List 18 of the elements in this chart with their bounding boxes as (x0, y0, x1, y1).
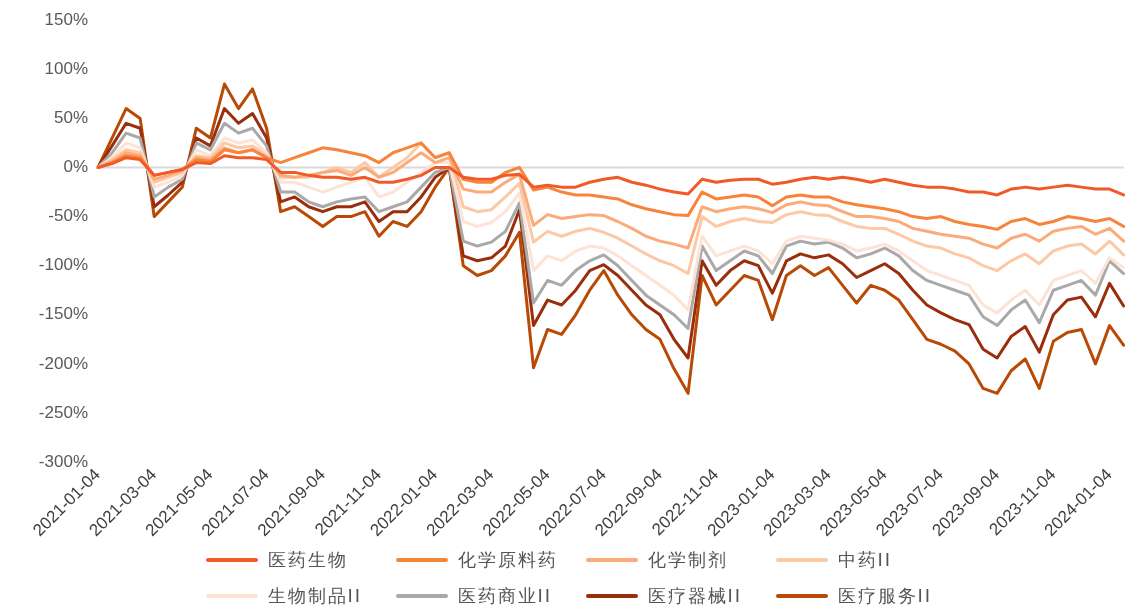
y-tick-label: 100% (44, 58, 88, 78)
legend-label: 医药商业II (457, 584, 553, 608)
y-tick-label: 0% (63, 157, 88, 177)
y-tick-label: -300% (38, 451, 88, 471)
legend-label: 医疗器械II (647, 584, 743, 608)
legend-label: 中药II (837, 548, 893, 572)
legend-label: 医疗服务II (837, 584, 933, 608)
y-tick-label: -200% (38, 353, 88, 373)
legend-label: 化学原料药 (457, 548, 558, 572)
legend-label: 生物制品II (267, 584, 363, 608)
y-tick-label: -50% (48, 206, 88, 226)
legend-label: 化学制剂 (647, 548, 728, 572)
y-tick-label: -100% (38, 255, 88, 275)
legend-label: 医药生物 (267, 548, 348, 572)
y-tick-label: 50% (53, 108, 88, 128)
y-tick-label: -150% (38, 304, 88, 324)
y-tick-label: -250% (38, 402, 88, 422)
y-tick-label: 150% (44, 9, 88, 29)
